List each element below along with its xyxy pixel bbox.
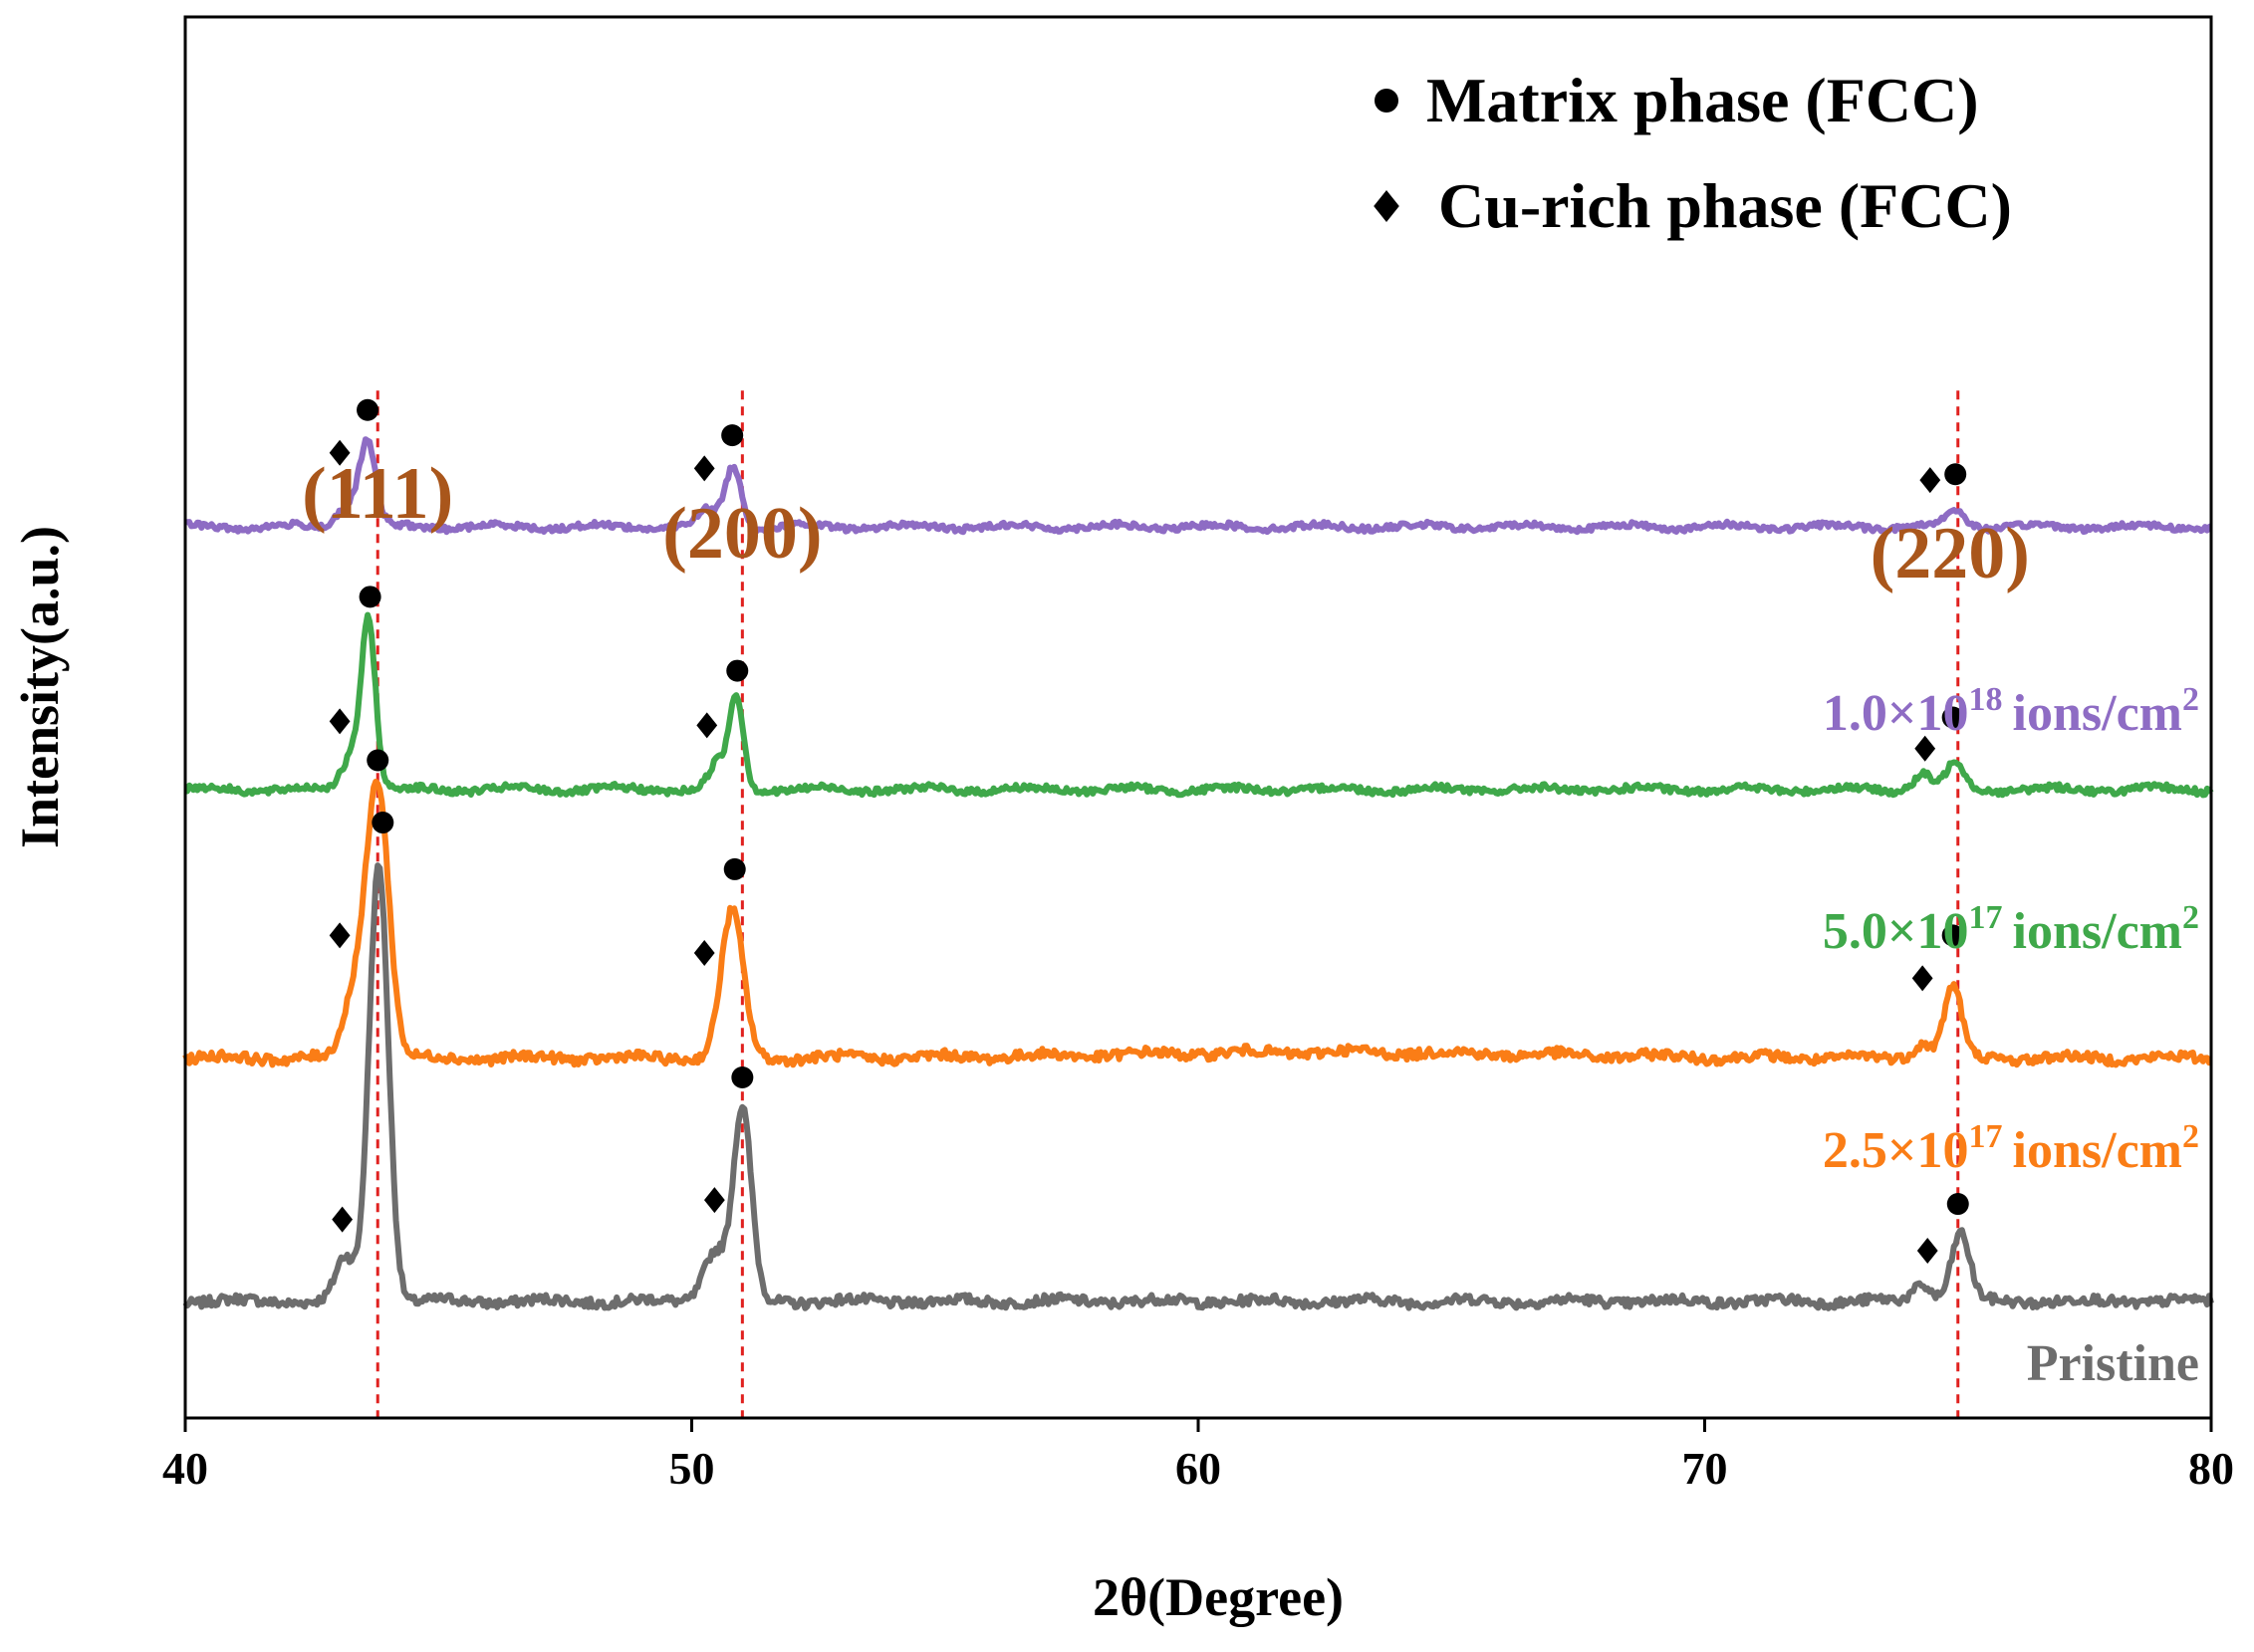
peak-index-label: (200) <box>662 493 822 575</box>
legend-circle-marker <box>1375 89 1398 113</box>
series-line <box>184 611 2214 799</box>
x-tick-label: 70 <box>1682 1443 1728 1494</box>
cu-rich-phase-marker <box>329 922 351 949</box>
cu-rich-phase-marker <box>1914 735 1936 762</box>
x-axis-title: 2θ(Degree) <box>1093 1567 1344 1627</box>
legend-label: Matrix phase (FCC) <box>1426 65 1979 135</box>
cu-rich-phase-marker <box>703 1187 725 1214</box>
legend-label: Cu-rich phase (FCC) <box>1438 170 2012 241</box>
peak-index-label: (111) <box>302 453 453 535</box>
peak-index-label: (220) <box>1871 513 2030 594</box>
matrix-phase-marker <box>1941 706 1964 729</box>
cu-rich-phase-marker <box>1916 1237 1938 1264</box>
series-labels: Pristine 2.5×1017 ions/cm2 5.0×1017 ions/cm2… <box>1823 681 2199 1392</box>
cu-rich-phase-marker <box>693 939 715 966</box>
matrix-phase-marker <box>1946 1193 1969 1216</box>
matrix-phase-marker <box>721 424 744 447</box>
matrix-phase-marker <box>726 659 749 682</box>
series-line <box>182 779 2213 1068</box>
cu-rich-phase-marker <box>329 708 351 735</box>
plot-area <box>182 390 2214 1418</box>
legend-diamond-marker <box>1374 190 1399 222</box>
cu-rich-phase-marker <box>329 439 351 466</box>
cu-rich-phase-marker <box>332 1206 354 1233</box>
cu-rich-phase-marker <box>693 455 715 482</box>
matrix-phase-marker <box>723 857 746 880</box>
cu-rich-phase-marker <box>696 712 718 739</box>
matrix-phase-marker <box>372 812 394 834</box>
cu-rich-phase-marker <box>1919 467 1941 494</box>
x-axis: 40 50 60 70 80 <box>162 1418 2234 1494</box>
x-tick-label: 60 <box>1175 1443 1221 1494</box>
x-tick-label: 80 <box>2188 1443 2234 1494</box>
series-label: 2.5×1017 ions/cm2 <box>1823 1118 2199 1179</box>
matrix-phase-marker <box>1941 924 1964 947</box>
matrix-phase-marker <box>367 749 389 772</box>
x-tick-label: 50 <box>669 1443 715 1494</box>
matrix-phase-marker <box>1944 463 1967 486</box>
x-tick-label: 40 <box>162 1443 208 1494</box>
matrix-phase-marker <box>357 398 379 421</box>
series-line <box>184 436 2213 536</box>
matrix-phase-marker <box>359 586 381 608</box>
legend: Matrix phase (FCC) Cu-rich phase (FCC) <box>1374 65 2012 241</box>
series-line <box>182 862 2214 1311</box>
matrix-phase-marker <box>731 1066 754 1089</box>
series-label: 5.0×1017 ions/cm2 <box>1823 899 2199 960</box>
series-label: 1.0×1018 ions/cm2 <box>1823 681 2199 742</box>
cu-rich-phase-marker <box>1911 965 1933 992</box>
y-axis-title: Intensity(a.u.) <box>10 526 70 848</box>
series-label: Pristine <box>2027 1335 2199 1392</box>
peak-index-labels: (111) (200) (220) <box>302 453 2030 594</box>
